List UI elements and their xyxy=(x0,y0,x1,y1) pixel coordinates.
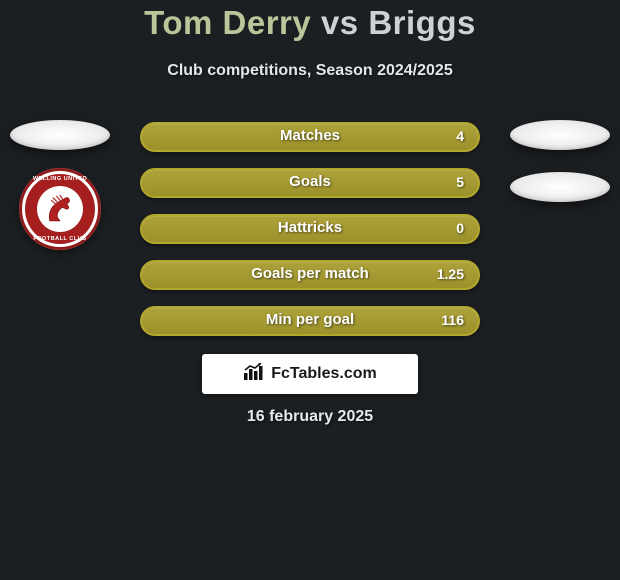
stat-bar-matches: Matches 4 xyxy=(140,122,480,152)
vs-label: vs xyxy=(321,4,359,41)
page-title: Tom Derry vs Briggs xyxy=(0,4,620,42)
stat-bar-hattricks: Hattricks 0 xyxy=(140,214,480,244)
player2-avatar-placeholder xyxy=(510,120,610,150)
stat-bars: Matches 4 Goals 5 Hattricks 0 Goals per … xyxy=(140,122,480,352)
stat-value: 116 xyxy=(441,312,464,328)
date-label: 16 february 2025 xyxy=(0,408,620,426)
player1-club-crest: WELLING UNITED FOOTBALL CLUB xyxy=(19,168,101,250)
stat-bar-goals-per-match: Goals per match 1.25 xyxy=(140,260,480,290)
fctables-badge[interactable]: FcTables.com xyxy=(202,354,418,394)
page-root: Tom Derry vs Briggs Club competitions, S… xyxy=(0,0,620,580)
stat-bar-min-per-goal: Min per goal 116 xyxy=(140,306,480,336)
crest-text-bottom: FOOTBALL CLUB xyxy=(19,236,101,242)
crest-text-top: WELLING UNITED xyxy=(19,176,101,182)
player2-club-placeholder xyxy=(510,172,610,202)
stat-value: 4 xyxy=(456,128,464,144)
stat-label: Goals per match xyxy=(142,265,478,282)
stat-bar-goals: Goals 5 xyxy=(140,168,480,198)
player2-name: Briggs xyxy=(368,4,476,41)
crest-horse-icon xyxy=(43,192,77,226)
fctables-label: FcTables.com xyxy=(271,365,377,383)
stat-value: 1.25 xyxy=(437,266,464,282)
stat-label: Goals xyxy=(142,173,478,190)
right-column xyxy=(505,120,615,202)
player1-avatar-placeholder xyxy=(10,120,110,150)
stat-label: Min per goal xyxy=(142,311,478,328)
subtitle: Club competitions, Season 2024/2025 xyxy=(0,62,620,80)
bar-chart-icon xyxy=(243,363,265,386)
stat-value: 0 xyxy=(456,220,464,236)
player1-name: Tom Derry xyxy=(144,4,311,41)
stat-label: Hattricks xyxy=(142,219,478,236)
left-column: WELLING UNITED FOOTBALL CLUB xyxy=(5,120,115,250)
stat-label: Matches xyxy=(142,127,478,144)
stat-value: 5 xyxy=(456,174,464,190)
